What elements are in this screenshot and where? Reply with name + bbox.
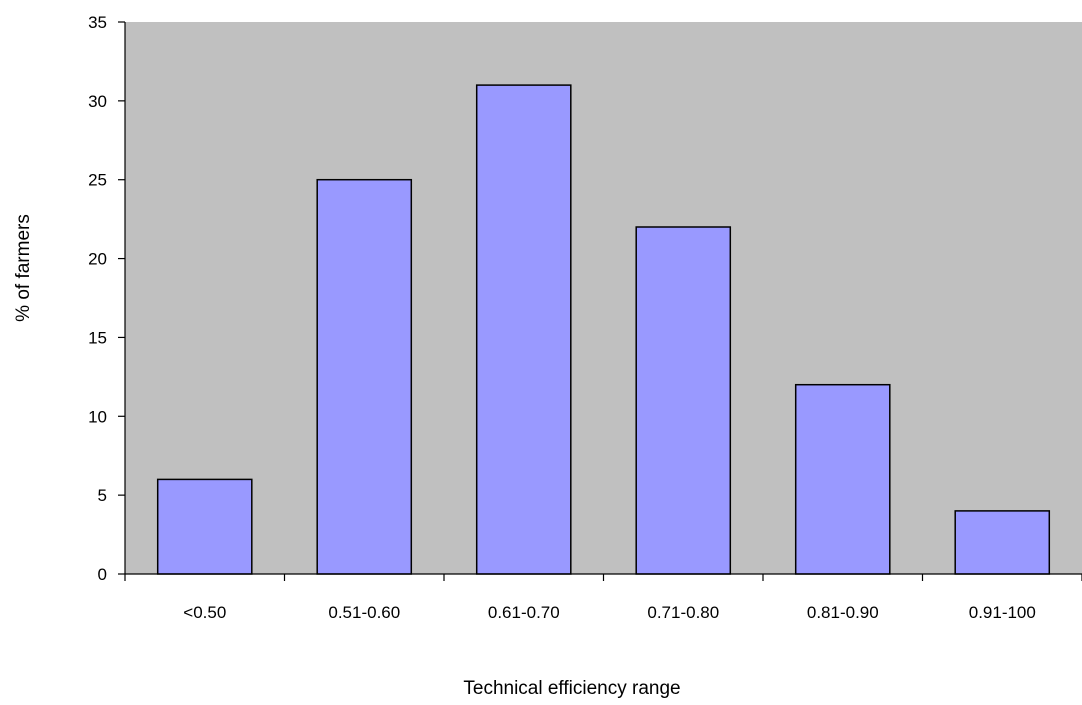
- y-tick-label-4: 20: [88, 250, 107, 269]
- x-tick-label-0: <0.50: [183, 603, 226, 622]
- y-tick-label-6: 30: [88, 92, 107, 111]
- x-tick-label-3: 0.71-0.80: [647, 603, 719, 622]
- plot-area: [125, 22, 1082, 574]
- bar-5: [954, 510, 1051, 575]
- bar-4: [794, 383, 891, 575]
- y-tick-label-1: 5: [98, 486, 107, 505]
- x-tick-label-5: 0.91-100: [969, 603, 1036, 622]
- bars-layer: [156, 84, 1051, 575]
- y-tick-label-3: 15: [88, 328, 107, 347]
- bar-0: [156, 478, 253, 575]
- x-tick-label-1: 0.51-0.60: [328, 603, 400, 622]
- labels-layer: <0.50 0.51-0.60 0.61-0.70 0.71-0.80 0.81-0.9…: [88, 13, 1036, 622]
- x-tick-label-4: 0.81-0.90: [807, 603, 879, 622]
- bar-2: [475, 84, 572, 575]
- x-tick-label-2: 0.61-0.70: [488, 603, 560, 622]
- y-tick-label-2: 10: [88, 407, 107, 426]
- y-tick-label-7: 35: [88, 13, 107, 32]
- y-tick-label-5: 25: [88, 171, 107, 190]
- bar-1: [316, 178, 413, 575]
- bar-3: [635, 226, 732, 575]
- y-tick-label-0: 0: [98, 565, 107, 584]
- axes-layer: [118, 21, 1082, 581]
- x-axis-title: Technical efficiency range: [463, 678, 680, 699]
- y-axis-title: % of farmers: [13, 214, 34, 322]
